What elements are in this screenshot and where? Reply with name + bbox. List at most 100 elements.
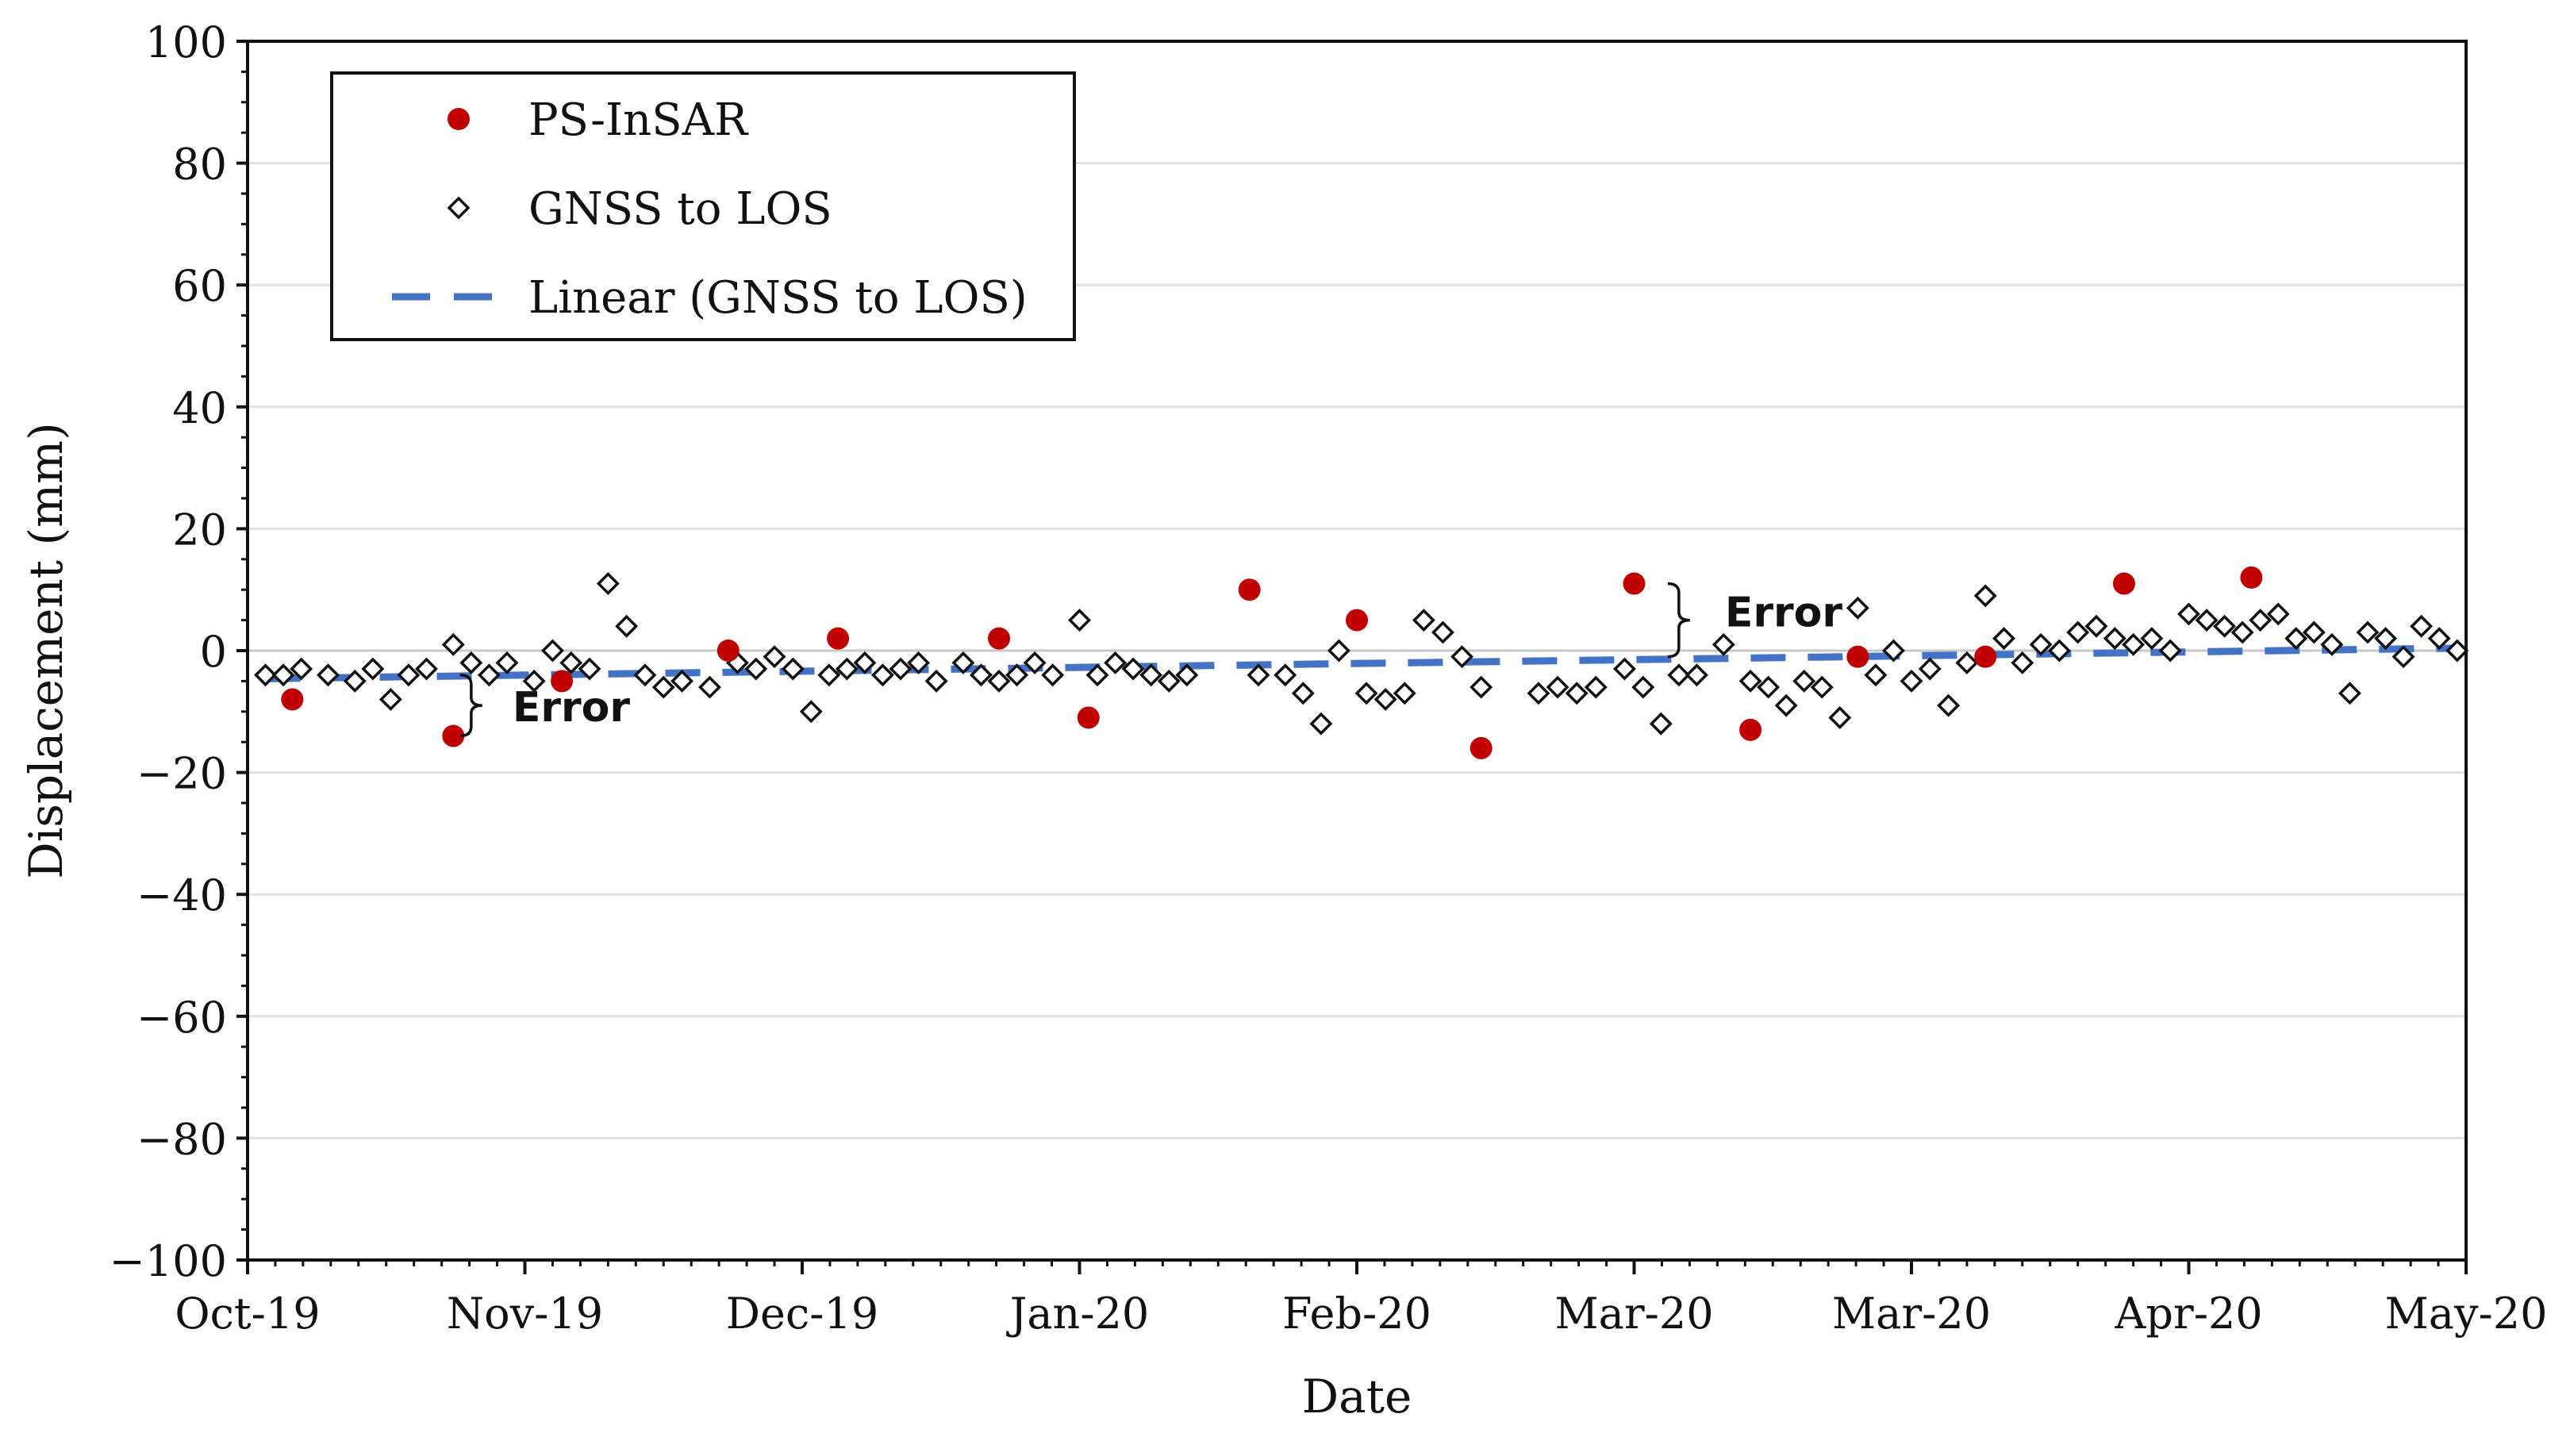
gnss-point — [1393, 682, 1416, 705]
gnss-point — [1431, 620, 1454, 644]
gnss-point — [1412, 609, 1435, 632]
gnss-point — [2302, 620, 2326, 644]
y-tick-label: 20 — [172, 505, 227, 555]
x-tick-label: Feb-20 — [1282, 1289, 1431, 1339]
gnss-point — [2410, 614, 2434, 638]
gnss-point — [1712, 632, 1735, 656]
x-tick-label: Apr-20 — [2114, 1289, 2262, 1339]
x-tick-label: Mar-20 — [1832, 1289, 1991, 1339]
ps-insar-point — [551, 670, 574, 693]
gnss-point — [2427, 627, 2451, 651]
gnss-point — [2011, 651, 2034, 674]
gnss-point — [698, 675, 721, 699]
gnss-point — [1291, 682, 1315, 705]
legend-marker-ps-insar — [448, 108, 470, 130]
gnss-point — [870, 663, 894, 687]
x-axis-label: Date — [1302, 1370, 1412, 1423]
gnss-point — [651, 675, 675, 699]
gnss-point — [361, 657, 385, 681]
gnss-point — [2213, 614, 2237, 638]
gnss-point — [1881, 639, 1905, 663]
gnss-point — [2230, 620, 2254, 644]
gnss-point — [2122, 632, 2146, 656]
gnss-point — [2066, 620, 2090, 644]
x-tick-label: Jan-20 — [1006, 1289, 1150, 1339]
gnss-point — [1792, 669, 1816, 693]
gnss-point — [1327, 639, 1350, 663]
gnss-point — [1774, 693, 1798, 717]
gnss-point — [1955, 651, 1979, 674]
gnss-point — [596, 572, 620, 595]
gnss-point — [907, 651, 931, 674]
y-tick-label: −80 — [136, 1114, 227, 1164]
gnss-point — [763, 645, 786, 669]
gnss-point — [1104, 651, 1128, 674]
gnss-point — [2266, 602, 2290, 626]
gnss-point — [987, 669, 1011, 693]
gnss-point — [615, 614, 639, 638]
ps-insar-point — [1623, 572, 1646, 595]
gnss-point — [559, 651, 583, 674]
legend-marker-gnss — [447, 196, 471, 220]
error-annotation: Error — [1725, 590, 1843, 637]
gnss-point — [1139, 663, 1163, 687]
y-tick-label: 80 — [172, 140, 227, 190]
ps-insar-point — [1846, 645, 1869, 668]
gnss-point — [951, 651, 975, 674]
legend-label-gnss: GNSS to LOS — [528, 183, 832, 235]
gnss-point — [316, 663, 340, 687]
gnss-point — [1667, 663, 1691, 687]
gnss-point — [2338, 682, 2361, 705]
gnss-point — [817, 663, 841, 687]
gnss-point — [1309, 712, 1333, 736]
ps-insar-point — [988, 627, 1011, 650]
gnss-point — [781, 657, 805, 681]
gnss-point — [1121, 657, 1145, 681]
gnss-point — [924, 669, 948, 693]
gnss-point — [835, 657, 859, 681]
gnss-point — [1846, 596, 1869, 620]
gnss-point — [1469, 675, 1493, 699]
x-tick-label: Dec-19 — [726, 1289, 878, 1339]
gnss-point — [2140, 627, 2164, 651]
gnss-point — [970, 663, 993, 687]
gnss-point — [2249, 609, 2272, 632]
gnss-point — [1565, 682, 1589, 705]
gnss-point — [397, 663, 421, 687]
gnss-point — [1631, 675, 1655, 699]
x-tick-label: Mar-20 — [1554, 1289, 1713, 1339]
gnss-point — [1992, 627, 2015, 651]
x-tick-label: Nov-19 — [447, 1289, 603, 1339]
trendline-layer — [265, 644, 2457, 682]
ps-insar-point — [2112, 572, 2135, 595]
gnss-point — [441, 632, 465, 656]
gnss-point — [1274, 663, 1297, 687]
gnss-point — [1738, 669, 1762, 693]
gnss-point — [1685, 663, 1708, 687]
gnss-point — [1973, 584, 1997, 608]
gnss-point — [2084, 614, 2108, 638]
gnss-point — [378, 687, 402, 711]
annotations: Error Error — [459, 582, 1843, 738]
gnss-point — [1005, 663, 1029, 687]
axes: −100 −80 −60 −40 −20 0 20 40 60 80 100 Oct-19 Nov-19… — [19, 17, 2547, 1423]
gnss-point — [1900, 669, 1923, 693]
y-tick-label: −40 — [136, 870, 227, 920]
error-annotation: Error — [513, 684, 631, 732]
ps-insar-points — [281, 566, 2263, 759]
gnss-point — [1810, 675, 1834, 699]
ps-insar-point — [1469, 736, 1493, 759]
y-tick-label: 0 — [200, 627, 227, 677]
gnss-point — [271, 663, 295, 687]
gnss-point — [2029, 632, 2053, 656]
error-brace — [1667, 582, 1690, 659]
gnss-point — [2445, 639, 2469, 663]
gnss-point — [1649, 712, 1673, 736]
gnss-point — [254, 663, 278, 687]
gnss-point — [1068, 609, 1091, 632]
ps-insar-point — [1077, 706, 1100, 729]
gnss-point — [1247, 663, 1270, 687]
x-tick-label: May-20 — [2385, 1289, 2548, 1339]
ps-insar-point — [827, 627, 850, 650]
